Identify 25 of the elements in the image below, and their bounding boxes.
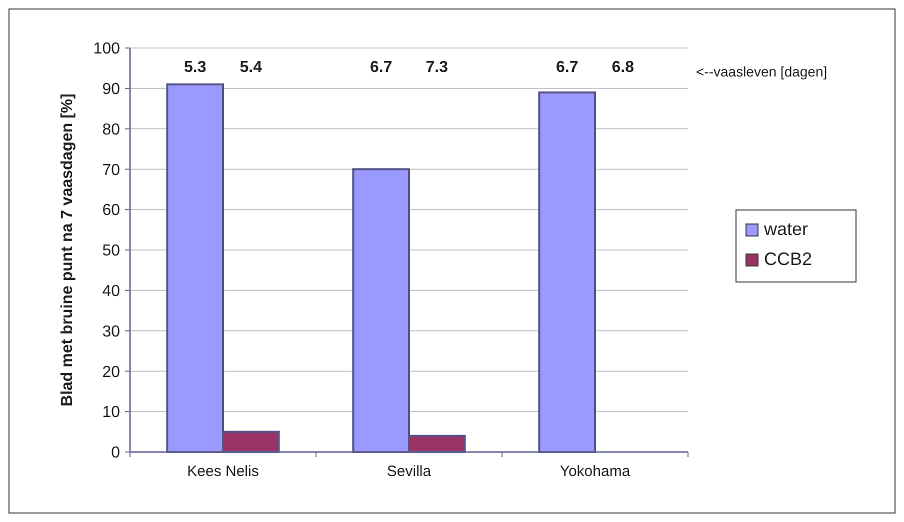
x-tick-label: Kees Nelis: [187, 463, 259, 480]
y-tick-label: 80: [102, 121, 120, 138]
y-tick-label: 0: [111, 444, 120, 462]
y-tick-label: 60: [102, 202, 120, 220]
x-tick-label: Yokohama: [560, 463, 631, 480]
x-tick-label: Sevilla: [386, 463, 432, 480]
annotation: 6.8: [612, 59, 634, 76]
y-tick-label: 90: [102, 81, 120, 98]
legend-label: CCB2: [764, 249, 812, 269]
text: <--vaasleven [dagen]: [696, 63, 828, 80]
y-tick-label: 50: [102, 242, 120, 260]
annotation: 7.3: [426, 59, 448, 76]
annotation: 5.4: [240, 59, 262, 76]
annotation: 6.7: [370, 59, 392, 76]
legend-label: water: [763, 219, 808, 239]
bar: [538, 91, 596, 453]
y-tick-label: 10: [102, 404, 120, 422]
y-axis-title: Blad met bruine punt na 7 vaasdagen [%]: [59, 94, 76, 406]
annotation: 6.7: [556, 59, 578, 76]
annotation: 5.3: [184, 59, 206, 76]
y-tick-label: 30: [102, 323, 120, 340]
y-tick-label: 40: [102, 283, 120, 300]
y-tick-label: 20: [102, 364, 120, 381]
y-tick-label: 70: [102, 162, 120, 179]
y-tick-label: 100: [93, 40, 120, 58]
